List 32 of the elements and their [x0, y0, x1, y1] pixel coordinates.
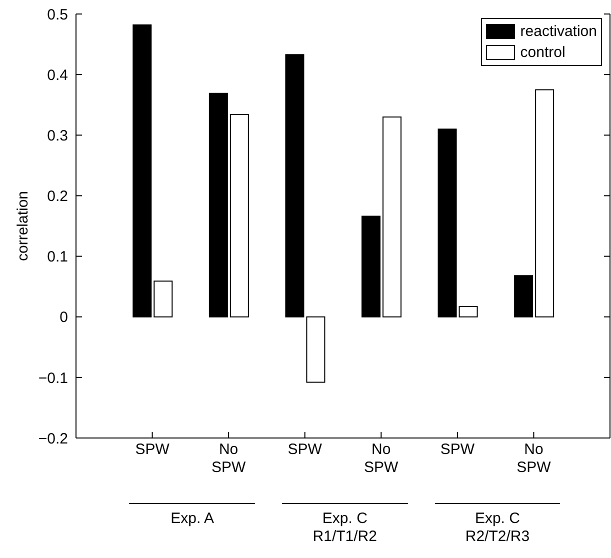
legend-label: reactivation [520, 22, 597, 42]
bar [154, 280, 173, 318]
bar [306, 316, 326, 383]
y-tick-label: −0.2 [38, 430, 68, 448]
y-tick-label: 0.1 [47, 248, 68, 266]
y-tick-label: 0.3 [47, 127, 68, 144]
bar [230, 114, 249, 318]
legend-label: control [520, 43, 566, 63]
y-tick-label: −0.1 [38, 370, 68, 387]
x-tick-label: No SPW [516, 441, 552, 476]
text: Exp. A [170, 510, 215, 528]
text: Exp. C R2/T2/R3 [464, 510, 531, 546]
y-tick-label: 0.4 [47, 66, 68, 84]
y-tick-label: 0.2 [47, 188, 68, 206]
bar [132, 24, 152, 318]
x-tick-label: SPW [135, 441, 170, 458]
x-tick-label: SPW [440, 441, 476, 458]
bar [285, 54, 304, 318]
bar [514, 275, 534, 318]
x-tick-label: No SPW [211, 441, 246, 476]
x-tick-label: No SPW [364, 441, 400, 476]
bar [458, 306, 478, 318]
text: Exp. C R1/T1/R2 [312, 510, 378, 546]
y-tick-label: 0 [60, 309, 68, 326]
y-tick-label: 0.5 [47, 6, 68, 24]
y-axis-title: correlation [14, 190, 32, 262]
bar [438, 128, 457, 318]
bar [208, 92, 228, 318]
x-tick-label: SPW [288, 441, 323, 458]
bar [535, 89, 554, 318]
bar [362, 216, 380, 318]
bar [382, 116, 402, 318]
